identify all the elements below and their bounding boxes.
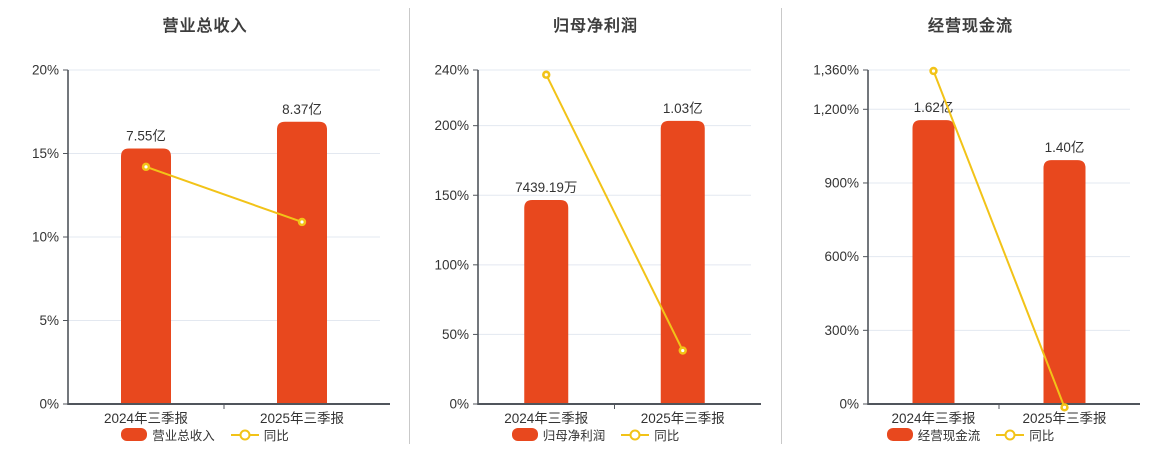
legend-item-line-series[interactable]: 同比 xyxy=(230,425,289,444)
x-category-label: 2024年三季报 xyxy=(104,411,188,426)
yoy-marker-center xyxy=(681,348,685,353)
legend-item-line-series[interactable]: 同比 xyxy=(996,425,1054,444)
panel-divider xyxy=(781,8,782,444)
x-category-label: 2025年三季报 xyxy=(641,411,725,426)
y-tick-label: 5% xyxy=(39,313,59,328)
chart-legend: 归母净利润 同比 xyxy=(410,425,781,444)
line-series-label: 同比 xyxy=(263,429,289,443)
bar-2024年三季报 xyxy=(121,148,171,404)
bar-2024年三季报 xyxy=(524,199,569,404)
bar-series-label: 归母净利润 xyxy=(542,429,606,443)
y-tick-label: 10% xyxy=(32,230,59,245)
y-tick-label: 50% xyxy=(442,327,469,342)
chart-panel-net-profit: 0% 50% 100% 150% 200% 240% 7439.19万 1.03亿 2024年三… xyxy=(410,0,781,450)
bar-value-label: 1.62亿 xyxy=(914,100,954,115)
yoy-marker-center xyxy=(931,69,936,73)
x-category-label: 2025年三季报 xyxy=(260,411,344,426)
y-tick-label: 0% xyxy=(839,397,859,412)
bar-value-label: 7.55亿 xyxy=(126,128,166,143)
y-tick-label: 15% xyxy=(32,146,59,161)
cash-flow-chart-plot: 0% 300% 600% 900% 1,200% 1,360% 1.62亿 1.40亿 2024… xyxy=(813,63,1140,426)
y-tick-label: 0% xyxy=(39,397,59,412)
y-tick-label: 240% xyxy=(434,63,469,78)
y-tick-label: 1,200% xyxy=(813,102,859,117)
y-tick-label: 150% xyxy=(434,188,469,203)
chart-panel-cash-flow: 0% 300% 600% 900% 1,200% 1,360% 1.62亿 1.40亿 2024… xyxy=(781,0,1160,450)
legend-item-line-series[interactable]: 同比 xyxy=(621,425,679,444)
bar-value-label: 8.37亿 xyxy=(282,102,322,117)
y-tick-label: 1,360% xyxy=(813,63,859,78)
panel-divider xyxy=(409,8,410,444)
chart-title: 归母净利润 xyxy=(552,18,638,35)
bar-series-swatch-icon xyxy=(886,428,913,441)
bar-series-swatch-icon xyxy=(511,428,538,441)
legend-item-bar-series[interactable]: 经营现金流 xyxy=(886,425,981,444)
bar-series-label: 经营现金流 xyxy=(917,429,981,443)
y-tick-label: 20% xyxy=(32,63,59,78)
bar-value-label: 1.03亿 xyxy=(663,101,703,116)
bar-series-swatch-icon xyxy=(121,428,148,441)
bar-2024年三季报 xyxy=(912,120,955,404)
yoy-marker-center xyxy=(300,220,304,224)
chart-title: 营业总收入 xyxy=(162,18,248,35)
y-tick-label: 300% xyxy=(824,323,859,338)
bar-2025年三季报 xyxy=(660,120,705,404)
x-category-label: 2024年三季报 xyxy=(504,411,588,426)
yoy-line-glyph-icon xyxy=(230,429,259,440)
bar-series-label: 营业总收入 xyxy=(152,429,215,443)
y-tick-label: 200% xyxy=(434,118,469,133)
x-category-label: 2025年三季报 xyxy=(1022,411,1106,426)
bar-value-label: 1.40亿 xyxy=(1045,140,1085,155)
net-profit-chart-plot: 0% 50% 100% 150% 200% 240% 7439.19万 1.03亿 2024年三… xyxy=(434,63,761,426)
line-series-label: 同比 xyxy=(1029,429,1055,443)
yoy-marker-center xyxy=(1062,405,1067,409)
y-tick-label: 0% xyxy=(449,397,469,412)
line-series-label: 同比 xyxy=(654,429,680,443)
chart-legend: 经营现金流 同比 xyxy=(781,425,1160,444)
revenue-chart-plot: 0% 5% 10% 15% 20% 7.55亿 8.37亿 2024年三季报 2025年三季报 xyxy=(32,63,390,426)
yoy-marker-center xyxy=(544,73,548,77)
chart-panel-revenue: 0% 5% 10% 15% 20% 7.55亿 8.37亿 2024年三季报 2025年三季报 … xyxy=(0,0,410,450)
bar-2025年三季报 xyxy=(277,121,327,405)
yoy-line xyxy=(145,165,303,223)
bar-2025年三季报 xyxy=(1043,160,1086,404)
bar-value-label: 7439.19万 xyxy=(515,180,577,195)
x-category-label: 2024年三季报 xyxy=(891,411,975,426)
yoy-line xyxy=(545,74,684,352)
chart-title: 经营现金流 xyxy=(927,18,1013,35)
yoy-marker-center xyxy=(144,165,148,169)
y-tick-label: 600% xyxy=(824,249,859,264)
legend-item-bar-series[interactable]: 归母净利润 xyxy=(511,425,606,444)
legend-item-bar-series[interactable]: 营业总收入 xyxy=(121,425,215,444)
y-tick-label: 100% xyxy=(434,257,469,272)
yoy-line-glyph-icon xyxy=(996,429,1025,440)
chart-legend: 营业总收入 同比 xyxy=(0,425,410,444)
yoy-line-glyph-icon xyxy=(621,429,650,440)
y-tick-label: 900% xyxy=(824,175,859,190)
yoy-line xyxy=(932,70,1066,408)
